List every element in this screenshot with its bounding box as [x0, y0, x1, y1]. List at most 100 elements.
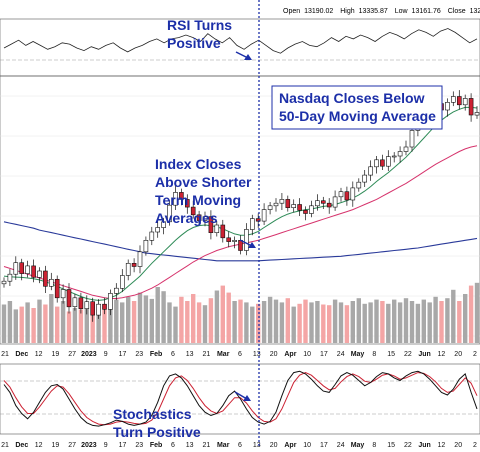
candle-body	[391, 155, 397, 158]
candle-body	[315, 200, 320, 207]
candle-body	[232, 240, 237, 242]
high-value: 13335.87	[359, 8, 388, 15]
nasdaq-annotation-box	[271, 85, 443, 130]
date-tick-label: 2	[473, 442, 477, 449]
candle-body	[214, 224, 220, 233]
candle-body	[362, 174, 368, 183]
date-tick-label: 17	[119, 351, 127, 358]
date-tick-label: 21	[1, 351, 9, 358]
volume-bar	[380, 301, 385, 343]
volume-bar	[344, 305, 350, 343]
stochastic-series	[3, 370, 478, 427]
rsi-arrowhead	[244, 54, 252, 60]
candle-body	[250, 218, 255, 230]
volume-bar	[19, 306, 24, 343]
volume-bar	[250, 306, 255, 343]
volume-bar	[409, 301, 415, 343]
stoch-arrow	[234, 391, 248, 400]
volume-bar	[291, 306, 296, 343]
volume-bar	[173, 306, 178, 343]
volume-bar	[439, 301, 444, 343]
volume-bar	[66, 311, 72, 343]
date-tick-label: 27	[68, 442, 76, 449]
date-tick-label: 24	[337, 351, 345, 358]
candle-body	[202, 216, 208, 221]
candle-body	[161, 221, 166, 228]
candle-body	[90, 301, 95, 316]
candle-body	[474, 112, 480, 116]
volume-bar	[332, 299, 338, 343]
low-label: Low	[395, 8, 409, 15]
candle-body	[125, 262, 131, 276]
candle-body	[255, 218, 261, 222]
volume-bar	[386, 303, 391, 343]
volume-bar	[338, 302, 344, 343]
candle-body	[226, 237, 231, 242]
volume-bar	[1, 304, 7, 343]
volume-bar	[143, 295, 149, 343]
date-tick-label: 19	[52, 442, 60, 449]
volume-bar	[279, 302, 285, 343]
candle-body	[167, 204, 172, 223]
date-tick-label: 12	[35, 351, 43, 358]
close-value: 13290	[470, 8, 480, 15]
candle-body	[173, 192, 178, 206]
date-axis-labels: 21 21 Dec Dec 12 12 19 19 27 27 2023 2023 9 9 17 17 23 23…	[1, 351, 477, 449]
volume-bar	[208, 298, 214, 343]
date-tick-label: 2023	[81, 442, 97, 449]
volume-bar	[451, 289, 456, 343]
date-tick-label: 17	[320, 442, 328, 449]
low-value: 13161.76	[412, 8, 441, 15]
volume-bar	[161, 291, 166, 343]
date-tick-label: 6	[238, 351, 242, 358]
date-tick-label: 6	[171, 442, 175, 449]
volume-bar	[60, 301, 66, 343]
stoch-panel-frame	[0, 363, 480, 435]
volume-bars	[1, 282, 480, 343]
date-tick-label: Jun	[418, 442, 430, 449]
volume-bar	[309, 302, 314, 343]
volume-bar	[137, 292, 143, 343]
volume-bar	[78, 309, 84, 343]
date-tick-label: 27	[68, 351, 76, 358]
candle-body	[72, 297, 78, 307]
date-tick-label: Jun	[418, 351, 430, 358]
candle-body	[78, 297, 84, 309]
candle-body	[143, 240, 149, 253]
volume-bar	[7, 301, 13, 343]
volume-bar	[149, 298, 154, 343]
volume-bar	[114, 299, 119, 343]
open-label: Open	[283, 8, 300, 15]
rsi-annotation-line2: Positive	[167, 35, 221, 51]
date-tick-label: Dec	[15, 442, 28, 449]
date-tick-label: 23	[135, 351, 143, 358]
date-tick-label: 8	[372, 442, 376, 449]
volume-bar	[238, 299, 243, 343]
index-arrowhead	[248, 242, 256, 248]
candle-body	[344, 191, 350, 201]
volume-bar	[321, 304, 326, 343]
volume-bar	[445, 298, 450, 343]
candle-body	[25, 265, 30, 274]
candle-body	[155, 227, 160, 233]
candle-body	[185, 199, 190, 208]
stoch-d-line	[3, 372, 478, 426]
volume-bar	[261, 301, 267, 343]
candle-body	[332, 196, 338, 208]
date-tick-label: 10	[303, 442, 311, 449]
date-tick-label: 15	[387, 442, 395, 449]
candle-body	[350, 187, 356, 201]
volume-bar	[374, 299, 379, 343]
volume-bar	[126, 296, 131, 343]
candle-body	[131, 262, 137, 267]
date-tick-label: 15	[387, 351, 395, 358]
candle-body	[31, 265, 36, 278]
date-tick-label: 20	[270, 351, 278, 358]
index-annotation-line1: Index Closes	[155, 156, 242, 172]
date-tick-label: 22	[404, 351, 412, 358]
candle-body	[48, 278, 54, 287]
volume-bar	[474, 282, 480, 343]
candle-body	[326, 202, 332, 208]
volume-bar	[55, 306, 60, 343]
date-tick-label: Apr	[284, 442, 296, 449]
